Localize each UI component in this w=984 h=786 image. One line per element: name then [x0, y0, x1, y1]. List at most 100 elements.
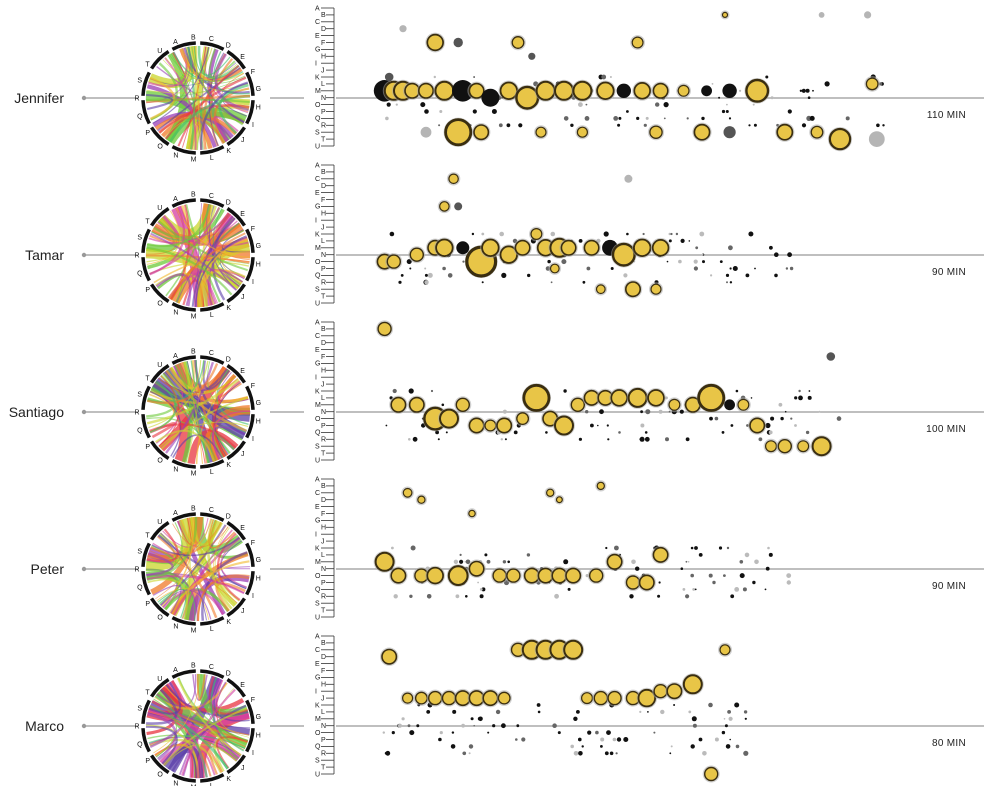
chord-ribbon [146, 84, 217, 148]
topic-letter: S [315, 287, 320, 294]
chord-ribbon [158, 220, 248, 272]
chord-ribbon [149, 550, 238, 604]
minor-point [547, 259, 551, 264]
topic-letter: J [321, 381, 325, 388]
topic-point [666, 683, 683, 700]
minor-point [798, 395, 803, 401]
minor-point [479, 588, 483, 591]
chord-letter: L [210, 312, 214, 319]
minor-point [468, 744, 474, 749]
chord-letter: O [157, 457, 163, 464]
topic-letter: D [321, 340, 326, 347]
chord-letter: A [173, 196, 178, 203]
minor-point [714, 416, 719, 421]
minor-point [666, 260, 669, 263]
minor-point [807, 395, 812, 400]
topic-point [414, 691, 428, 705]
chord-letter: A [173, 353, 178, 360]
minor-point [427, 272, 433, 278]
topic-point [549, 263, 560, 274]
topic-point [624, 174, 633, 183]
minor-point [618, 431, 621, 434]
topic-point [580, 692, 593, 705]
topic-letter: A [315, 5, 320, 12]
topic-letter: T [321, 450, 326, 457]
minor-point [392, 388, 397, 394]
topic-point [650, 283, 662, 295]
minor-point [658, 409, 663, 414]
minor-point [799, 89, 803, 93]
topic-letter: C [315, 19, 320, 26]
minor-point [794, 424, 797, 427]
topic-point [482, 690, 499, 707]
chord-letter: B [191, 506, 196, 513]
chord-arc [226, 207, 246, 227]
participant-name: Marco [25, 718, 64, 734]
minor-point [730, 424, 734, 427]
chord-ribbon [164, 685, 250, 736]
minor-point [668, 410, 671, 413]
minor-point [465, 559, 471, 565]
minor-point [435, 430, 439, 435]
chord-ribbon [146, 204, 212, 247]
minor-point [647, 711, 649, 713]
topic-point [651, 239, 670, 257]
chord-letter: Q [137, 114, 143, 121]
chord-ribbon [148, 360, 202, 429]
minor-point [739, 89, 742, 92]
chord-letter: R [134, 253, 139, 260]
chord-ribbon [164, 120, 209, 150]
chord-ribbon [198, 239, 248, 308]
topic-point [496, 417, 513, 434]
topic-letter: G [315, 518, 320, 525]
chord-letter: M [191, 470, 197, 477]
minor-point [518, 123, 523, 128]
chord-letter: D [226, 514, 231, 521]
minor-point [734, 702, 740, 708]
minor-point [433, 75, 436, 79]
topic-letter: P [321, 266, 326, 273]
chord-arc [150, 521, 170, 541]
minor-point [385, 116, 389, 121]
minor-point [424, 109, 429, 114]
minor-point [785, 267, 789, 270]
chord-letter: L [210, 155, 214, 162]
minor-point [686, 117, 689, 120]
topic-letter: U [315, 457, 320, 464]
minor-point [513, 430, 518, 435]
minor-point [563, 389, 567, 393]
topic-letter: Q [315, 587, 321, 594]
minor-point [576, 710, 580, 714]
chord-letter: K [226, 305, 231, 312]
topic-letter: B [321, 640, 326, 647]
minor-point [702, 751, 707, 756]
chord-arc [200, 773, 225, 783]
chord-ribbon [145, 568, 180, 611]
minor-point [655, 102, 660, 107]
topic-point [576, 126, 589, 138]
topic-letter: K [315, 74, 320, 81]
topic-point [454, 202, 463, 211]
minor-point [708, 573, 713, 578]
topic-letter: E [315, 504, 320, 511]
chord-letter: I [252, 279, 254, 286]
chord-letter: U [157, 676, 162, 683]
chord-letter: O [157, 143, 163, 150]
minor-point [410, 545, 416, 551]
topic-point [606, 553, 623, 570]
topic-point [535, 126, 547, 138]
chord-ribbon [146, 94, 251, 104]
minor-point [682, 588, 686, 591]
topic-point [677, 84, 690, 97]
chord-arc [171, 512, 196, 522]
chord-ribbon [147, 711, 246, 748]
minor-point [486, 559, 491, 564]
participant-name: Santiago [9, 404, 64, 420]
topic-point [473, 124, 490, 141]
chord-arc [226, 283, 246, 303]
topic-letter: A [315, 162, 320, 169]
topic-letter: R [321, 437, 326, 444]
topic-point [627, 387, 648, 408]
chord-letter: U [157, 362, 162, 369]
